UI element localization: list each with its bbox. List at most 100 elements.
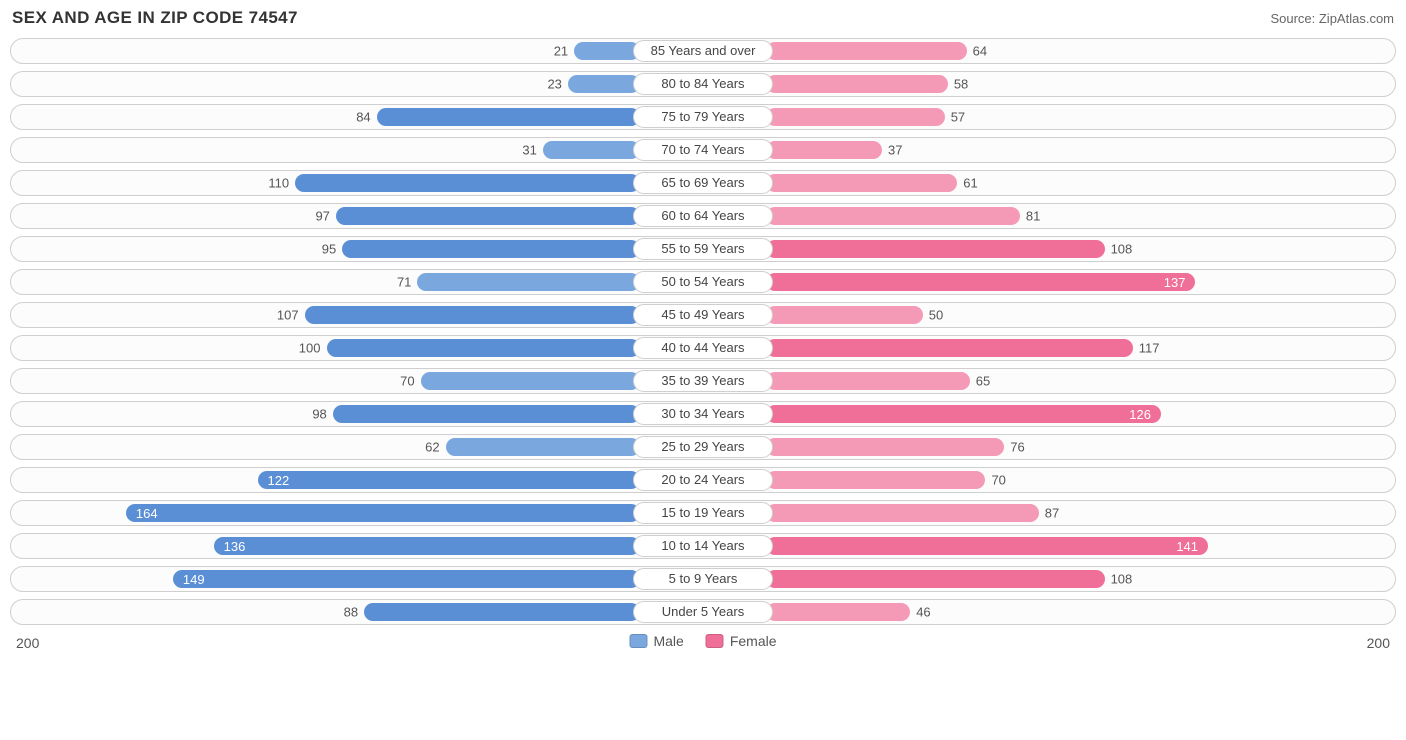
- female-value: 46: [916, 605, 930, 620]
- female-bar: [766, 141, 882, 159]
- female-value: 70: [991, 473, 1005, 488]
- chart-title: SEX AND AGE IN ZIP CODE 74547: [12, 8, 298, 28]
- male-value: 149: [183, 572, 205, 587]
- age-label: 35 to 39 Years: [633, 370, 773, 392]
- chart-row: 55 to 59 Years 95 108: [10, 236, 1396, 262]
- chart-row: 45 to 49 Years10750: [10, 302, 1396, 328]
- age-label: 55 to 59 Years: [633, 238, 773, 260]
- male-value: 70: [400, 374, 414, 389]
- female-value: 76: [1010, 440, 1024, 455]
- chart-row: 65 to 69 Years11061: [10, 170, 1396, 196]
- chart-row: 85 Years and over 21 64: [10, 38, 1396, 64]
- age-label: 45 to 49 Years: [633, 304, 773, 326]
- male-value: 84: [356, 110, 370, 125]
- female-bar: [766, 306, 923, 324]
- female-value: 141: [1176, 539, 1198, 554]
- legend: Male Female: [629, 633, 776, 649]
- chart-header: SEX AND AGE IN ZIP CODE 74547 Source: Zi…: [10, 8, 1396, 38]
- female-bar: [766, 504, 1039, 522]
- male-value: 95: [322, 242, 336, 257]
- age-label: 10 to 14 Years: [633, 535, 773, 557]
- male-bar: 136: [214, 537, 640, 555]
- legend-swatch-female: [706, 634, 724, 648]
- legend-male-label: Male: [653, 633, 683, 649]
- female-bar: [766, 108, 945, 126]
- chart-row: 75 to 79 Years 84 57: [10, 104, 1396, 130]
- chart-row: 35 to 39 Years 70 65: [10, 368, 1396, 394]
- age-label: 30 to 34 Years: [633, 403, 773, 425]
- chart-row: 15 to 19 Years16487: [10, 500, 1396, 526]
- male-bar: [305, 306, 640, 324]
- age-label: 50 to 54 Years: [633, 271, 773, 293]
- chart-source: Source: ZipAtlas.com: [1270, 11, 1394, 26]
- female-value: 64: [973, 44, 987, 59]
- female-value: 117: [1139, 341, 1160, 356]
- chart-row: 5 to 9 Years149108: [10, 566, 1396, 592]
- male-bar: [417, 273, 640, 291]
- age-label: 15 to 19 Years: [633, 502, 773, 524]
- chart-row: 40 to 44 Years 100 117: [10, 335, 1396, 361]
- chart-row: 20 to 24 Years122 70: [10, 467, 1396, 493]
- male-value: 88: [344, 605, 358, 620]
- male-bar: [446, 438, 640, 456]
- chart-row: 80 to 84 Years2358: [10, 71, 1396, 97]
- female-value: 58: [954, 77, 968, 92]
- male-value: 98: [312, 407, 326, 422]
- age-label: Under 5 Years: [633, 601, 773, 623]
- male-value: 31: [522, 143, 536, 158]
- male-bar: 122: [258, 471, 640, 489]
- female-value: 126: [1129, 407, 1151, 422]
- male-value: 100: [299, 341, 321, 356]
- age-label: 60 to 64 Years: [633, 205, 773, 227]
- male-bar: [327, 339, 641, 357]
- legend-swatch-male: [629, 634, 647, 648]
- male-value: 107: [277, 308, 299, 323]
- age-label: 85 Years and over: [633, 40, 773, 62]
- female-bar: 141: [766, 537, 1208, 555]
- female-value: 65: [976, 374, 990, 389]
- male-value: 23: [547, 77, 561, 92]
- male-value: 110: [268, 176, 289, 191]
- female-bar: [766, 603, 910, 621]
- male-bar: [342, 240, 640, 258]
- female-bar: [766, 570, 1105, 588]
- age-label: 65 to 69 Years: [633, 172, 773, 194]
- male-value: 136: [224, 539, 246, 554]
- chart-row: 60 to 64 Years 97 81: [10, 203, 1396, 229]
- male-bar: [377, 108, 640, 126]
- female-value: 137: [1164, 275, 1186, 290]
- age-label: 40 to 44 Years: [633, 337, 773, 359]
- male-value: 21: [554, 44, 568, 59]
- chart-row: 10 to 14 Years 136 141: [10, 533, 1396, 559]
- population-pyramid-chart: SEX AND AGE IN ZIP CODE 74547 Source: Zi…: [0, 0, 1406, 671]
- male-value: 71: [397, 275, 411, 290]
- male-bar: 149: [173, 570, 640, 588]
- chart-row: 70 to 74 Years3137: [10, 137, 1396, 163]
- female-bar: [766, 75, 948, 93]
- female-value: 108: [1111, 572, 1133, 587]
- female-value: 81: [1026, 209, 1040, 224]
- female-value: 108: [1111, 242, 1133, 257]
- female-bar: 137: [766, 273, 1195, 291]
- female-bar: [766, 42, 967, 60]
- female-bar: [766, 438, 1004, 456]
- legend-female: Female: [706, 633, 777, 649]
- female-value: 57: [951, 110, 965, 125]
- age-label: 70 to 74 Years: [633, 139, 773, 161]
- male-bar: [543, 141, 640, 159]
- male-bar: [333, 405, 640, 423]
- chart-row: 25 to 29 Years6276: [10, 434, 1396, 460]
- male-bar: [364, 603, 640, 621]
- age-label: 20 to 24 Years: [633, 469, 773, 491]
- female-bar: [766, 174, 957, 192]
- female-bar: [766, 372, 970, 390]
- chart-row: Under 5 Years 88 46: [10, 599, 1396, 625]
- male-bar: [336, 207, 640, 225]
- male-bar: 164: [126, 504, 640, 522]
- male-value: 97: [315, 209, 329, 224]
- male-value: 164: [136, 506, 158, 521]
- chart-row: 30 to 34 Years 98 126: [10, 401, 1396, 427]
- male-bar: [568, 75, 640, 93]
- male-value: 62: [425, 440, 439, 455]
- age-label: 75 to 79 Years: [633, 106, 773, 128]
